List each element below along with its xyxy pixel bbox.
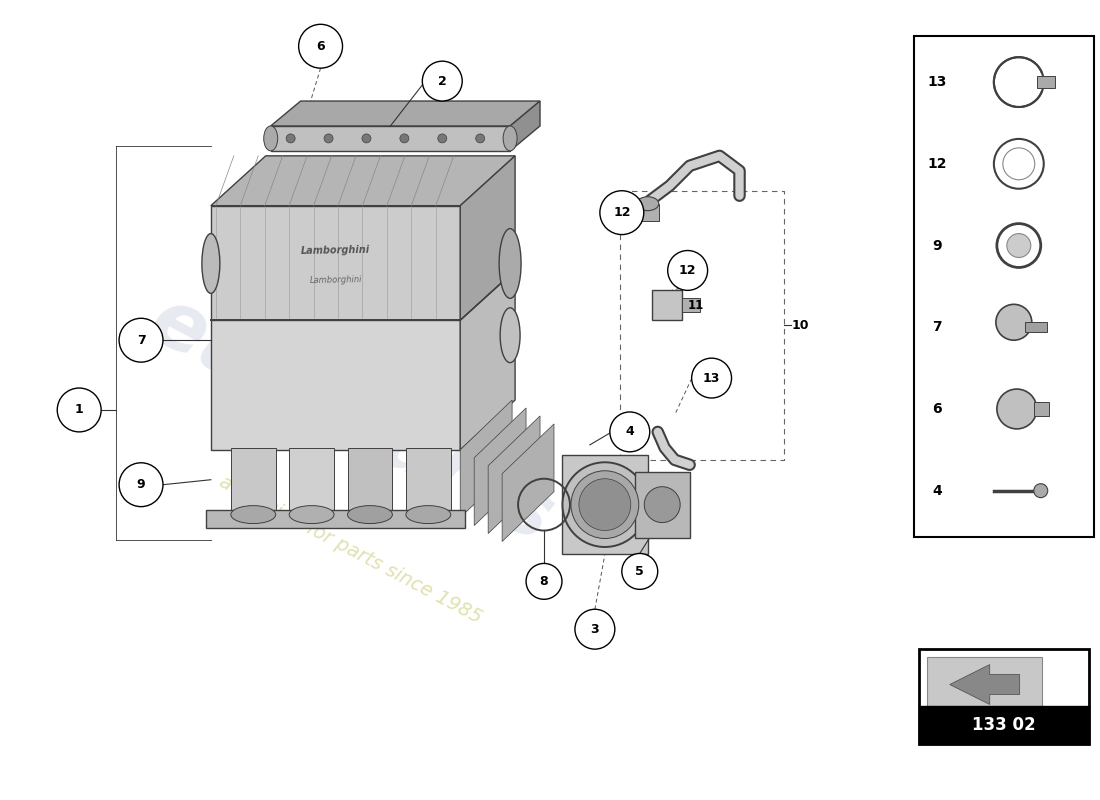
- Text: 12: 12: [613, 206, 630, 219]
- Ellipse shape: [637, 197, 659, 210]
- Circle shape: [1034, 484, 1047, 498]
- Polygon shape: [949, 665, 1020, 705]
- Text: 1: 1: [75, 403, 84, 417]
- Text: 13: 13: [703, 371, 720, 385]
- Circle shape: [997, 389, 1037, 429]
- Circle shape: [575, 610, 615, 649]
- Polygon shape: [682, 298, 700, 312]
- Bar: [1037, 76, 1055, 88]
- Polygon shape: [637, 204, 659, 221]
- Circle shape: [286, 134, 295, 143]
- Polygon shape: [460, 270, 515, 450]
- Bar: [920, 706, 1089, 744]
- Polygon shape: [474, 408, 526, 526]
- Polygon shape: [460, 400, 513, 518]
- Text: 12: 12: [927, 157, 947, 171]
- Text: 6: 6: [932, 402, 942, 416]
- Polygon shape: [635, 472, 690, 538]
- Text: 4: 4: [932, 484, 942, 498]
- Ellipse shape: [264, 126, 277, 151]
- Circle shape: [692, 358, 732, 398]
- Circle shape: [526, 563, 562, 599]
- Polygon shape: [271, 126, 510, 151]
- Ellipse shape: [289, 506, 334, 523]
- Circle shape: [621, 554, 658, 590]
- Circle shape: [298, 24, 342, 68]
- Polygon shape: [651, 290, 682, 320]
- Circle shape: [1006, 234, 1031, 258]
- Polygon shape: [502, 424, 554, 542]
- Ellipse shape: [579, 478, 630, 530]
- Bar: [1034, 402, 1048, 416]
- Text: 133 02: 133 02: [972, 716, 1036, 734]
- Circle shape: [422, 61, 462, 101]
- Circle shape: [119, 318, 163, 362]
- Text: 11: 11: [688, 299, 704, 312]
- Text: 7: 7: [136, 334, 145, 346]
- Ellipse shape: [499, 229, 521, 298]
- Text: 6: 6: [317, 40, 324, 53]
- Circle shape: [600, 190, 643, 234]
- Circle shape: [609, 412, 650, 452]
- Polygon shape: [211, 206, 460, 320]
- Circle shape: [362, 134, 371, 143]
- Bar: [927, 657, 1043, 712]
- Text: 3: 3: [591, 622, 600, 636]
- Text: 4: 4: [626, 426, 635, 438]
- Text: 7: 7: [932, 320, 942, 334]
- Circle shape: [438, 134, 447, 143]
- Bar: [920, 649, 1089, 744]
- Ellipse shape: [571, 470, 639, 538]
- Text: 5: 5: [636, 565, 645, 578]
- Text: europarts: europarts: [135, 281, 565, 559]
- Text: Lamborghini: Lamborghini: [300, 245, 371, 256]
- Circle shape: [668, 250, 707, 290]
- Ellipse shape: [406, 506, 451, 523]
- Circle shape: [400, 134, 409, 143]
- Text: 8: 8: [540, 575, 548, 588]
- Text: 12: 12: [679, 264, 696, 277]
- Polygon shape: [211, 320, 460, 450]
- Circle shape: [119, 462, 163, 506]
- Polygon shape: [460, 156, 515, 320]
- Polygon shape: [231, 448, 276, 514]
- Circle shape: [57, 388, 101, 432]
- Circle shape: [996, 304, 1032, 340]
- Text: 13: 13: [927, 75, 947, 89]
- Bar: [914, 36, 1093, 537]
- Text: 10: 10: [791, 318, 808, 332]
- Ellipse shape: [503, 126, 517, 151]
- Ellipse shape: [202, 234, 220, 294]
- Polygon shape: [211, 156, 515, 206]
- Polygon shape: [206, 510, 465, 527]
- Polygon shape: [289, 448, 334, 514]
- Ellipse shape: [348, 506, 393, 523]
- Bar: [1025, 322, 1047, 332]
- Polygon shape: [271, 101, 540, 126]
- Text: Lamborghini: Lamborghini: [309, 275, 362, 286]
- Polygon shape: [562, 455, 648, 554]
- Ellipse shape: [231, 506, 276, 523]
- Polygon shape: [406, 448, 451, 514]
- Polygon shape: [348, 448, 393, 514]
- Text: 9: 9: [932, 238, 942, 253]
- Polygon shape: [488, 416, 540, 534]
- Text: a passion for parts since 1985: a passion for parts since 1985: [216, 472, 485, 627]
- Polygon shape: [510, 101, 540, 151]
- Circle shape: [324, 134, 333, 143]
- Text: 2: 2: [438, 74, 447, 88]
- Ellipse shape: [500, 308, 520, 362]
- Text: 9: 9: [136, 478, 145, 491]
- Ellipse shape: [562, 462, 647, 547]
- Circle shape: [475, 134, 485, 143]
- Circle shape: [645, 486, 680, 522]
